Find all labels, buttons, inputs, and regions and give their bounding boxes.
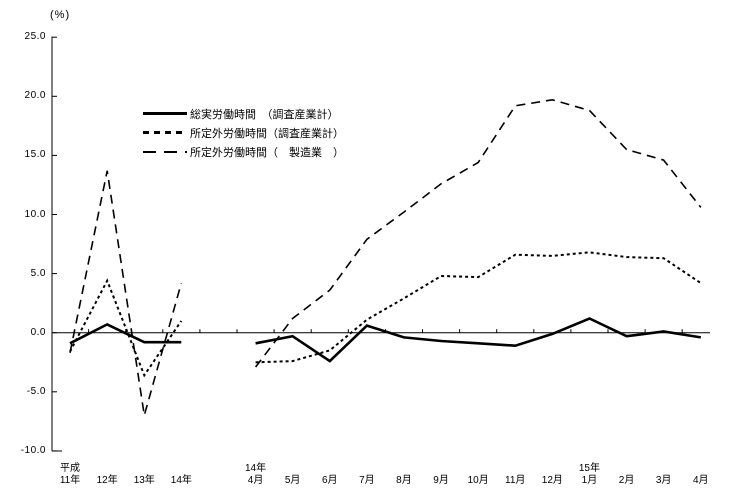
x-axis-year-label: 14年 xyxy=(244,463,267,474)
y-axis-unit-label: (%) xyxy=(50,9,71,21)
x-axis-tick-label: 12年 xyxy=(96,475,118,486)
legend-label-overtime-manufacturing: 所定外労働時間（ 製造業 ） xyxy=(190,146,344,159)
legend-label-total-hours: 総実労働時間 （調査産業計） xyxy=(190,108,339,121)
series-line-2-dashed-seg0 xyxy=(69,170,183,416)
legend-label-overtime-all-industries: 所定外労働時間（調査産業計） xyxy=(190,127,344,140)
x-axis-tick-label: 9月 xyxy=(433,475,449,486)
series-line-0-solid-seg1 xyxy=(255,317,702,363)
x-axis-year-label: 平成 xyxy=(60,463,81,474)
series-line-1-dotted-seg0 xyxy=(69,278,183,378)
x-axis-tick-label: 7月 xyxy=(359,475,375,486)
x-axis-tick-label: 2月 xyxy=(618,475,635,486)
x-axis-tick-label: 3月 xyxy=(655,475,672,486)
x-axis-tick-label: 10月 xyxy=(467,475,489,486)
series-line-2-dashed-seg1 xyxy=(254,98,702,368)
legend-item-overtime-manufacturing: 所定外労働時間（ 製造業 ） xyxy=(143,142,344,161)
y-axis-tick-label: 10.0 xyxy=(24,208,46,220)
series-line-0-solid-seg0 xyxy=(69,322,182,345)
y-axis-tick-label: 25.0 xyxy=(24,31,46,43)
legend-item-overtime-all-industries: 所定外労働時間（調査産業計） xyxy=(143,123,344,142)
y-axis-tick-label: 20.0 xyxy=(24,90,46,102)
x-axis-tick-label: 13年 xyxy=(133,475,155,486)
y-axis-tick-label: -5.0 xyxy=(26,385,46,397)
dashed-line-swatch xyxy=(143,150,187,153)
y-axis-tick-label: 15.0 xyxy=(24,149,46,161)
chart-legend: 総実労働時間 （調査産業計） 所定外労働時間（調査産業計） 所定外労働時間（ 製… xyxy=(143,104,344,161)
x-axis-tick-label: 5月 xyxy=(284,475,301,486)
legend-item-total-hours: 総実労働時間 （調査産業計） xyxy=(143,104,344,123)
x-axis-tick-label: 4月 xyxy=(247,475,264,486)
x-axis-tick-label: 11月 xyxy=(505,475,526,486)
x-axis-tick-label: 12月 xyxy=(541,475,563,486)
y-axis-tick-label: -10.0 xyxy=(20,444,46,456)
x-axis-tick-label: 11年 xyxy=(59,475,81,486)
x-axis-tick-label: 4月 xyxy=(692,475,709,486)
series-line-1-dotted-seg1 xyxy=(255,251,702,364)
x-axis-year-label: 15年 xyxy=(578,463,600,474)
x-axis-tick-label: 8月 xyxy=(396,475,412,486)
y-axis-tick-label: 5.0 xyxy=(30,267,46,279)
solid-line-swatch xyxy=(143,112,187,115)
x-axis-tick-label: 14年 xyxy=(170,475,192,486)
x-axis-tick-label: 6月 xyxy=(321,475,338,486)
x-axis-tick-label: 1月 xyxy=(581,475,598,486)
dotted-line-swatch xyxy=(143,131,187,134)
y-axis-tick-label: 0.0 xyxy=(30,326,46,338)
